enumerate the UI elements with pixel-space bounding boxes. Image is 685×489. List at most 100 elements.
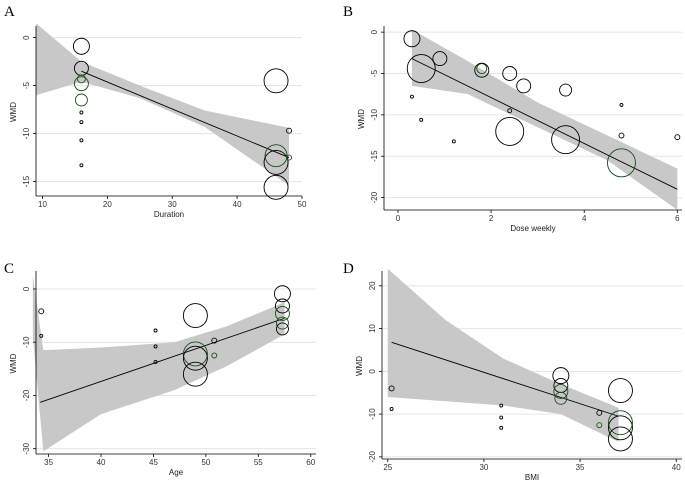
y-tick-label: -10: [22, 336, 31, 348]
panel-a: A 10 20 30 40 50 0 -5 -10 -15 Duration WMD: [4, 4, 307, 219]
y-tick-label: -10: [368, 408, 377, 420]
fit-line: [391, 341, 619, 417]
data-point: [182, 341, 208, 367]
data-point: [274, 306, 290, 321]
data-point: [608, 415, 633, 441]
data-point: [388, 385, 395, 392]
data-point: [153, 344, 158, 349]
data-point: [419, 117, 424, 122]
data-point: [554, 391, 568, 405]
y-tick-label: -20: [370, 191, 379, 203]
confidence-band: [387, 268, 619, 442]
y-tick-label: 20: [368, 281, 377, 290]
data-point: [79, 138, 84, 143]
x-axis-label: Dose weekly: [510, 224, 555, 233]
data-point: [451, 139, 456, 144]
y-tick-label: -5: [22, 81, 31, 89]
data-point: [409, 94, 414, 99]
data-point: [608, 410, 633, 436]
confidence-band: [32, 275, 285, 452]
data-point: [211, 352, 218, 359]
data-point: [608, 426, 633, 452]
panel-b: B 0 2 4 6 0 -5 -10 -15 -20 Dose weekly WMD: [343, 4, 682, 233]
data-point: [596, 422, 603, 429]
data-point: [79, 110, 84, 115]
x-tick-label: 55: [254, 458, 263, 467]
data-point: [39, 333, 44, 338]
panel-label: B: [343, 4, 353, 20]
data-point: [432, 51, 448, 67]
data-point: [516, 78, 532, 94]
data-point: [182, 361, 208, 387]
data-point: [618, 132, 625, 139]
panel-label: C: [4, 261, 14, 277]
data-point: [263, 149, 289, 175]
y-axis-label: WMD: [357, 109, 366, 129]
x-tick-label: 0: [396, 214, 401, 223]
x-tick-label: 50: [201, 458, 210, 467]
x-tick-label: 60: [306, 458, 315, 467]
data-point: [406, 54, 436, 83]
x-tick-label: 45: [149, 458, 158, 467]
y-tick-label: 0: [22, 286, 31, 291]
x-tick-label: 4: [582, 214, 587, 223]
data-point: [507, 108, 513, 114]
data-point: [211, 337, 218, 344]
data-point: [619, 102, 624, 107]
x-tick-label: 30: [479, 463, 488, 472]
data-point: [73, 76, 89, 92]
data-point: [182, 303, 208, 329]
data-point: [499, 403, 504, 408]
data-point: [607, 148, 636, 178]
data-point: [495, 116, 525, 146]
fit-line: [411, 58, 678, 190]
data-point: [499, 415, 504, 420]
data-point: [674, 134, 681, 141]
data-point: [182, 345, 208, 371]
data-point: [273, 285, 291, 303]
x-tick-label: 25: [383, 463, 392, 472]
fit-line: [81, 70, 290, 159]
confidence-band: [411, 29, 678, 211]
y-tick-label: -10: [22, 127, 31, 139]
x-tick-label: 40: [97, 458, 106, 467]
data-point: [38, 308, 45, 315]
fit-line: [40, 317, 285, 403]
y-tick-label: -15: [22, 175, 31, 187]
data-point: [559, 83, 573, 97]
data-point: [153, 359, 158, 364]
panel-label: D: [343, 261, 354, 277]
x-tick-label: 50: [298, 200, 307, 209]
data-point: [502, 66, 518, 81]
x-axis-label: Duration: [154, 210, 184, 219]
data-point: [74, 93, 88, 107]
x-tick-label: 20: [103, 200, 112, 209]
x-axis-label: Age: [169, 468, 184, 477]
data-point: [608, 378, 633, 404]
data-point: [499, 425, 504, 430]
data-point: [551, 125, 581, 155]
data-point: [389, 407, 394, 411]
panel-label: A: [4, 4, 15, 20]
x-tick-label: 35: [44, 458, 53, 467]
data-point: [263, 174, 289, 200]
data-point: [76, 74, 86, 84]
x-axis-label: BMI: [525, 473, 539, 482]
x-tick-label: 40: [233, 200, 242, 209]
data-point: [79, 120, 84, 125]
y-tick-label: 0: [368, 369, 377, 374]
y-tick-label: -20: [368, 451, 377, 463]
data-point: [286, 127, 292, 134]
y-axis-label: WMD: [9, 102, 18, 122]
data-point: [274, 298, 290, 314]
data-point: [275, 316, 289, 330]
data-point: [403, 30, 421, 48]
x-tick-label: 10: [38, 200, 47, 209]
y-tick-label: -30: [22, 442, 31, 454]
data-point: [474, 62, 490, 78]
y-tick-label: 10: [368, 324, 377, 333]
x-tick-label: 30: [168, 200, 177, 209]
x-tick-label: 35: [576, 463, 585, 472]
panel-d: D 25 30 35 40 20 10 0 -10 -20 BMI WMD: [343, 261, 682, 482]
